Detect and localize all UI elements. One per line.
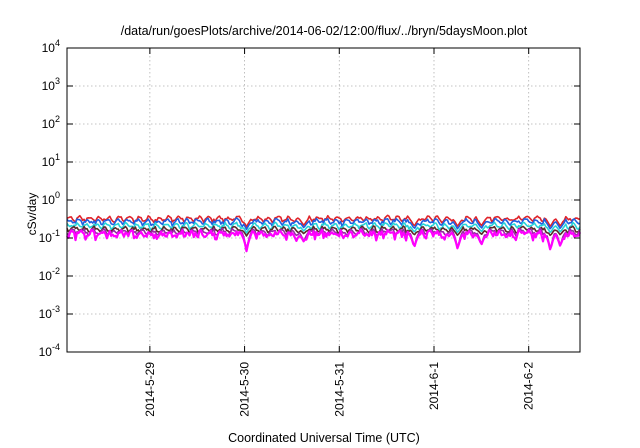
x-tick-label: 2014-5-30 — [238, 362, 252, 417]
y-tick-label: 10-2 — [39, 266, 60, 283]
series-line — [66, 221, 581, 234]
series-line — [66, 225, 581, 237]
series-line — [66, 217, 581, 231]
x-tick-label: 2014-5-31 — [332, 362, 346, 417]
x-tick-label: 2014-6-1 — [427, 362, 441, 410]
x-tick-label: 2014-5-29 — [143, 362, 157, 417]
y-axis-ticks: 10-4 10-3 10-2 10-1 100 101 102 103 104 — [39, 38, 580, 359]
y-tick-label: 104 — [42, 38, 60, 55]
chart-title: /data/run/goesPlots/archive/2014-06-02/1… — [121, 24, 528, 38]
series-lines — [66, 214, 582, 253]
y-tick-label: 10-4 — [39, 342, 60, 359]
grid — [67, 48, 580, 352]
x-axis-ticks: 2014-5-29 2014-5-30 2014-5-31 2014-6-1 2014-… — [143, 48, 536, 417]
series-line — [66, 227, 581, 252]
x-tick-label: 2014-6-2 — [522, 362, 536, 410]
y-tick-label: 10-3 — [39, 304, 60, 321]
y-tick-label: 101 — [42, 152, 60, 169]
y-tick-label: 102 — [42, 114, 60, 131]
y-axis-label: cSv/day — [25, 193, 39, 236]
y-tick-label: 10-1 — [39, 228, 60, 245]
y-tick-label: 103 — [42, 76, 60, 93]
x-axis-label: Coordinated Universal Time (UTC) — [228, 431, 420, 445]
series-line — [66, 228, 582, 253]
y-tick-label: 100 — [42, 190, 60, 207]
